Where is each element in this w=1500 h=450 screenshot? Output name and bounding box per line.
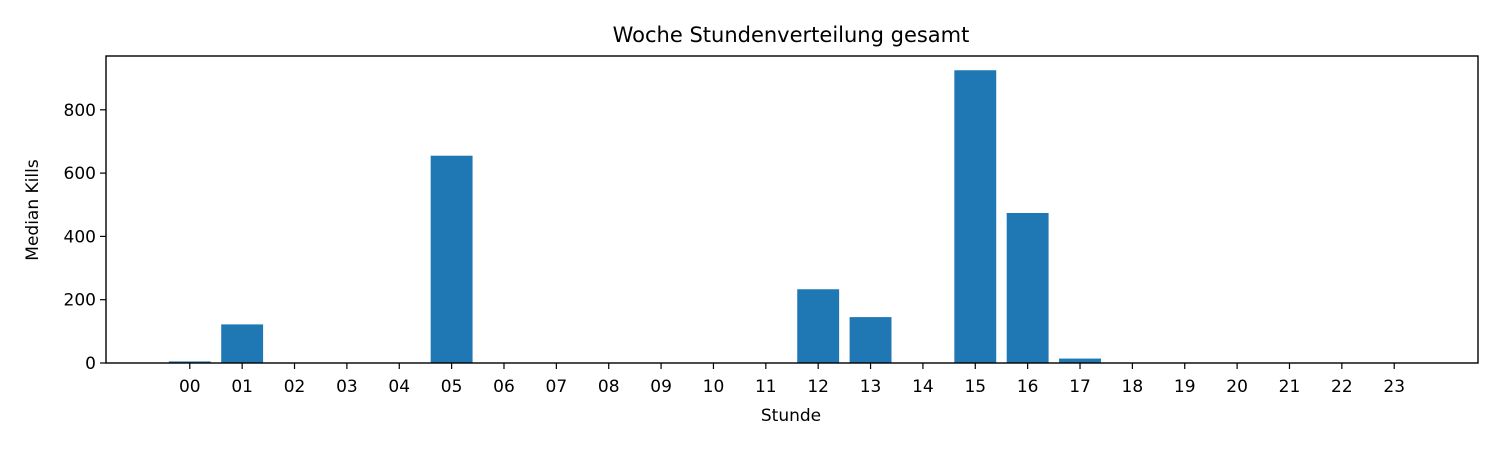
plot-frame	[105, 55, 1479, 364]
x-tick-label: 06	[493, 377, 515, 397]
bar-17	[1059, 358, 1101, 363]
x-tick-label: 01	[231, 377, 253, 397]
x-tick-label: 16	[1017, 377, 1039, 397]
x-tick-label: 15	[964, 377, 986, 397]
bar-13	[849, 317, 892, 363]
bar-01	[221, 324, 264, 363]
x-tick-label: 03	[336, 377, 358, 397]
x-tick-label: 02	[284, 377, 306, 397]
bars-layer	[168, 70, 1101, 364]
x-tick-label: 04	[388, 377, 410, 397]
x-tick-label: 08	[598, 377, 620, 397]
x-tick-label: 13	[860, 377, 882, 397]
y-tick-label: 400	[64, 227, 96, 247]
x-tick-label: 11	[755, 377, 777, 397]
bar-05	[430, 155, 473, 363]
y-tick-label: 200	[64, 291, 96, 311]
x-axis-title: Stunde	[761, 406, 821, 426]
y-axis: 0 200 400 600 800	[64, 101, 106, 374]
bar-15	[954, 70, 997, 364]
x-tick-label: 17	[1069, 377, 1091, 397]
y-tick-label: 800	[64, 101, 96, 121]
x-tick-label: 12	[807, 377, 829, 397]
x-tick-label: 00	[179, 377, 201, 397]
x-tick-label: 19	[1174, 377, 1196, 397]
x-tick-label: 09	[650, 377, 672, 397]
x-tick-label: 14	[912, 377, 934, 397]
bar-12	[797, 289, 840, 363]
x-tick-label: 21	[1279, 377, 1301, 397]
y-tick-label: 600	[64, 164, 96, 184]
x-axis: 00 01 02 03 04 05 06 07 08 09 10 11 12 13 14 15 16 17 18 19…	[179, 363, 1405, 397]
x-tick-label: 22	[1331, 377, 1353, 397]
x-tick-label: 10	[703, 377, 725, 397]
chart-title: Woche Stundenverteilung gesamt	[613, 23, 970, 47]
y-tick-label: 0	[85, 354, 96, 374]
x-tick-label: 05	[441, 377, 463, 397]
x-tick-label: 07	[546, 377, 568, 397]
y-axis-title: Median Kills	[23, 159, 43, 261]
x-tick-label: 18	[1122, 377, 1144, 397]
bar-16	[1006, 212, 1049, 363]
x-tick-label: 20	[1226, 377, 1248, 397]
x-tick-label: 23	[1383, 377, 1405, 397]
bar-00	[168, 361, 211, 363]
